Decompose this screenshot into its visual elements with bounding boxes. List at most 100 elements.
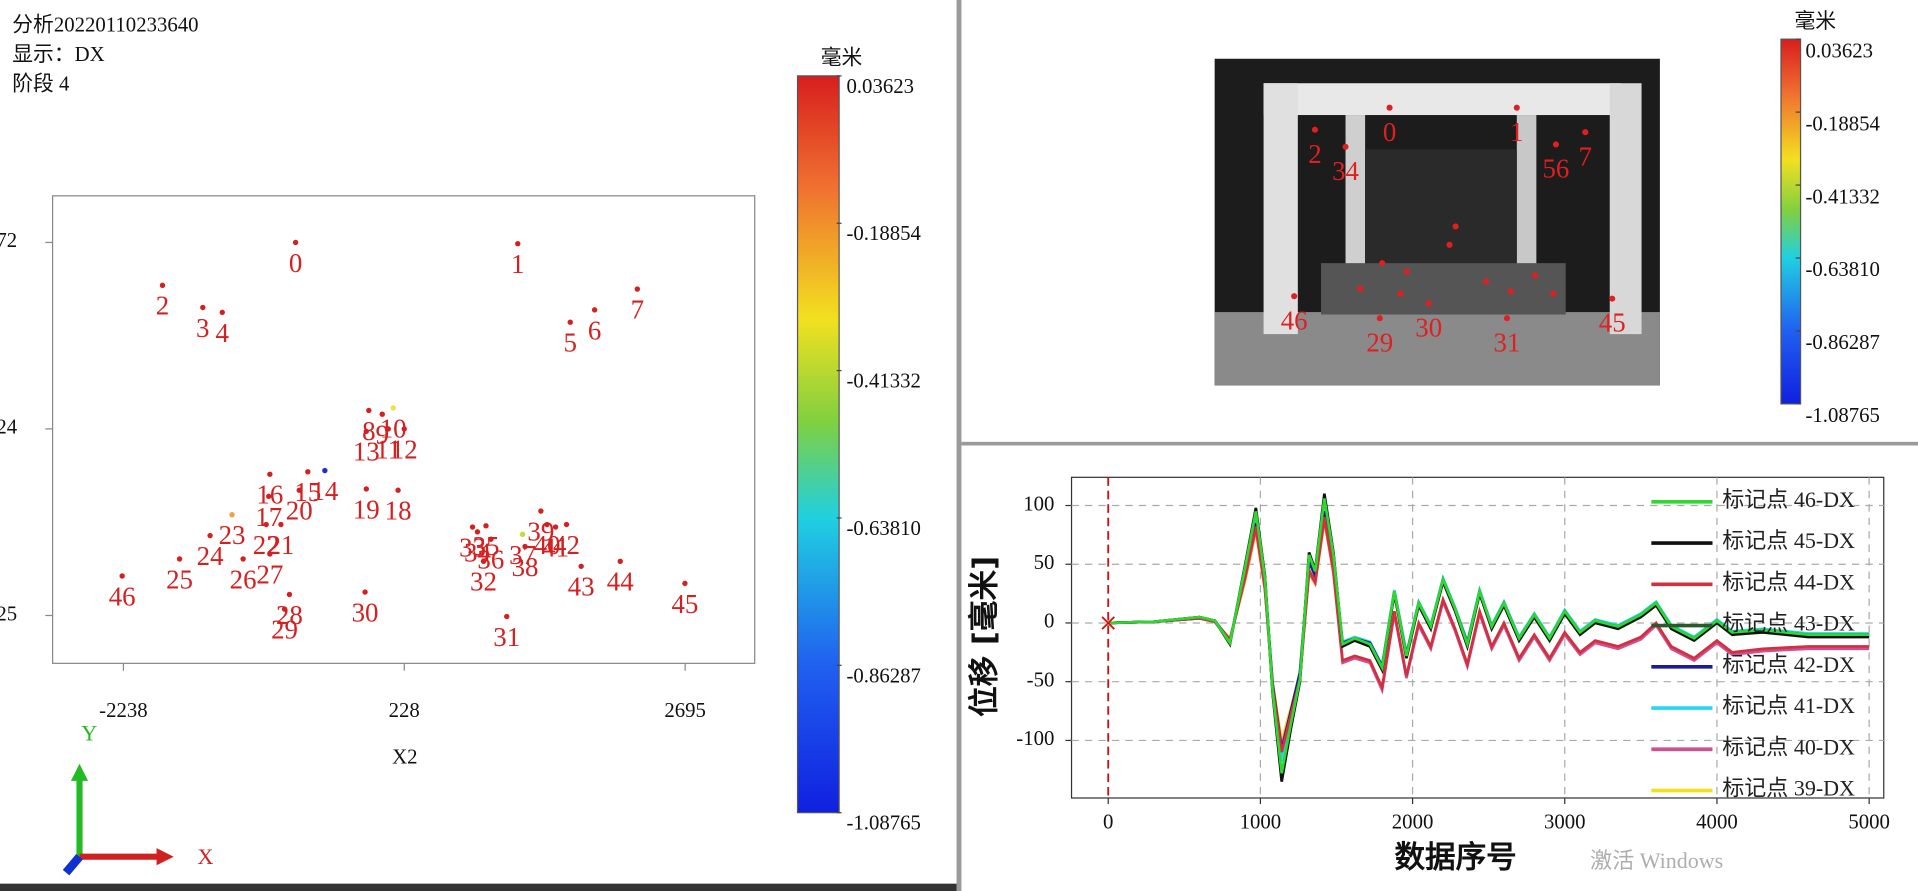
point [159, 282, 166, 289]
x-tick-label: 4000 [1696, 810, 1738, 833]
colorbar-tick-label: 0.03623 [846, 75, 914, 98]
photo-marker [1532, 272, 1539, 279]
point-label: 46 [109, 581, 136, 611]
y-tick-label: 1672 [0, 229, 17, 252]
point-label: 38 [512, 552, 539, 582]
x-tick-label: 2000 [1392, 810, 1434, 833]
photo-marker [1582, 129, 1589, 136]
point [176, 556, 183, 562]
divider [961, 441, 1918, 446]
point [363, 428, 370, 434]
point-label: 37 [509, 540, 536, 570]
series-line [1108, 498, 1870, 774]
point-label: 13 [353, 437, 380, 467]
point-label: 2 [156, 291, 169, 321]
point [267, 551, 273, 557]
photo-marker [1311, 126, 1319, 133]
gizmo-y-head [70, 763, 89, 781]
photo-marker [1552, 141, 1559, 148]
point [488, 536, 494, 542]
photo-label: 30 [1415, 313, 1442, 343]
point [504, 613, 510, 620]
point-label: 44 [607, 567, 634, 597]
photo-marker [1550, 290, 1557, 297]
point [390, 405, 396, 411]
point-label: 12 [391, 434, 418, 464]
watermark: 激活 Windows [1590, 848, 1723, 873]
point [591, 307, 598, 313]
x-tick-label: 3000 [1544, 810, 1586, 833]
photo-marker [1503, 315, 1511, 322]
photo-label: 0 [1383, 117, 1396, 147]
stage-label: 阶段 4 [12, 72, 70, 95]
gizmo-y-label: Y [81, 721, 97, 746]
x-tick-label: -2238 [99, 699, 148, 722]
display-label: 显示：DX [12, 43, 104, 66]
point-label: 3 [196, 313, 209, 343]
point [219, 309, 225, 316]
point-label: 29 [271, 615, 298, 645]
photo-marker [1483, 278, 1490, 285]
point-label: 30 [352, 597, 379, 627]
point-label: 22 [253, 530, 280, 560]
point [119, 573, 125, 579]
x-axis-label: 数据序号 [1394, 840, 1516, 876]
point [563, 521, 570, 528]
photo-marker [1507, 288, 1514, 295]
photo-label: 34 [1332, 156, 1359, 186]
colorbar-tick-label: -0.86287 [1805, 331, 1879, 354]
photo-label: 45 [1599, 308, 1626, 338]
photo-label: 56 [1542, 154, 1569, 184]
point-label: 27 [256, 559, 283, 589]
point-label: 19 [353, 494, 380, 524]
point [544, 521, 550, 528]
legend-label: 标记点 41-DX [1722, 693, 1855, 718]
point [200, 304, 206, 311]
x-tick-label: 0 [1103, 810, 1113, 833]
colorbar-tick-label: -1.08765 [846, 812, 920, 835]
point-label: 1 [511, 249, 524, 279]
colorbar-tick-label: -0.41332 [846, 370, 920, 393]
photo-pillar [1263, 83, 1298, 335]
point [395, 487, 401, 493]
colorbar-tick-label: -0.86287 [846, 664, 920, 687]
point-label: 11 [375, 434, 401, 464]
photo-marker [1357, 285, 1364, 292]
y-tick-label: 100 [1023, 492, 1054, 515]
point-label: 7 [631, 294, 644, 324]
point-label: 28 [276, 600, 303, 630]
point [617, 558, 623, 564]
point [292, 239, 299, 246]
point [515, 240, 521, 247]
divider [956, 0, 962, 891]
point-label: 5 [564, 328, 577, 358]
point [363, 486, 370, 492]
photo-label: 31 [1494, 327, 1521, 357]
y-tick-label: 50 [1034, 551, 1055, 574]
point-label: 4 [216, 318, 230, 348]
photo-marker [1386, 104, 1393, 111]
photo-marker [1446, 241, 1453, 248]
colorbar-title: 毫米 [821, 47, 863, 70]
x-tick-label: 5000 [1848, 810, 1890, 833]
photo-label: 46 [1281, 305, 1308, 335]
point-label: 9 [376, 420, 389, 450]
series-group [1108, 493, 1870, 782]
point-label: 23 [219, 520, 246, 550]
x-axis-label: X2 [392, 746, 417, 769]
legend-label: 标记点 43-DX [1722, 611, 1855, 636]
point [567, 319, 573, 325]
gizmo-x-label: X [198, 844, 214, 869]
point-label: 20 [286, 496, 313, 526]
cursor-marker [1101, 616, 1115, 630]
colorbar-tick-label: -0.18854 [1805, 112, 1880, 135]
point-label: 33 [459, 532, 486, 562]
x-tick-label: 1000 [1240, 810, 1282, 833]
status-strip [0, 883, 957, 891]
y-tick-label: 24 [0, 416, 18, 439]
photo-marker [1452, 223, 1459, 230]
photo-label: 2 [1308, 139, 1321, 169]
point [634, 286, 641, 292]
